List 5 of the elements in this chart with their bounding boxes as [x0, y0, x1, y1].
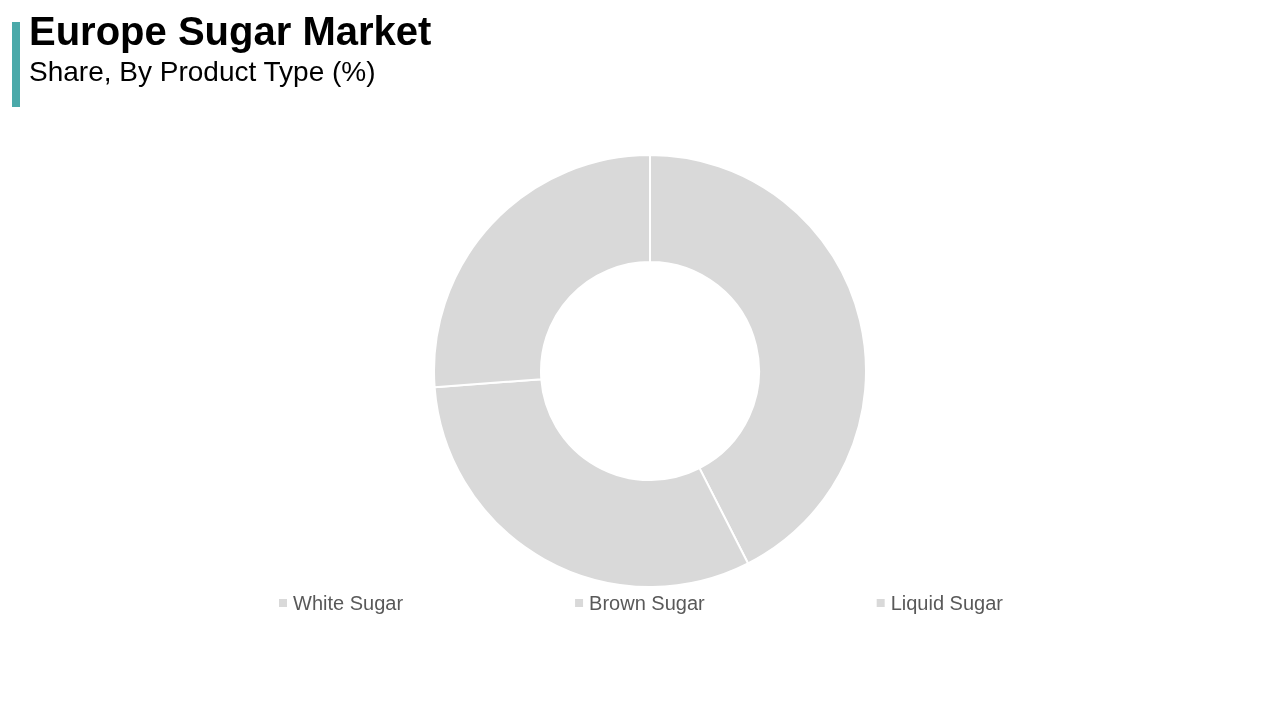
legend-label: Liquid Sugar [890, 592, 1004, 614]
legend-label: White Sugar [293, 592, 404, 614]
legend-label: Brown Sugar [589, 592, 706, 614]
chart-subtitle: Share, By Product Type (%) [29, 55, 376, 87]
chart-title: Europe Sugar Market [29, 9, 432, 53]
